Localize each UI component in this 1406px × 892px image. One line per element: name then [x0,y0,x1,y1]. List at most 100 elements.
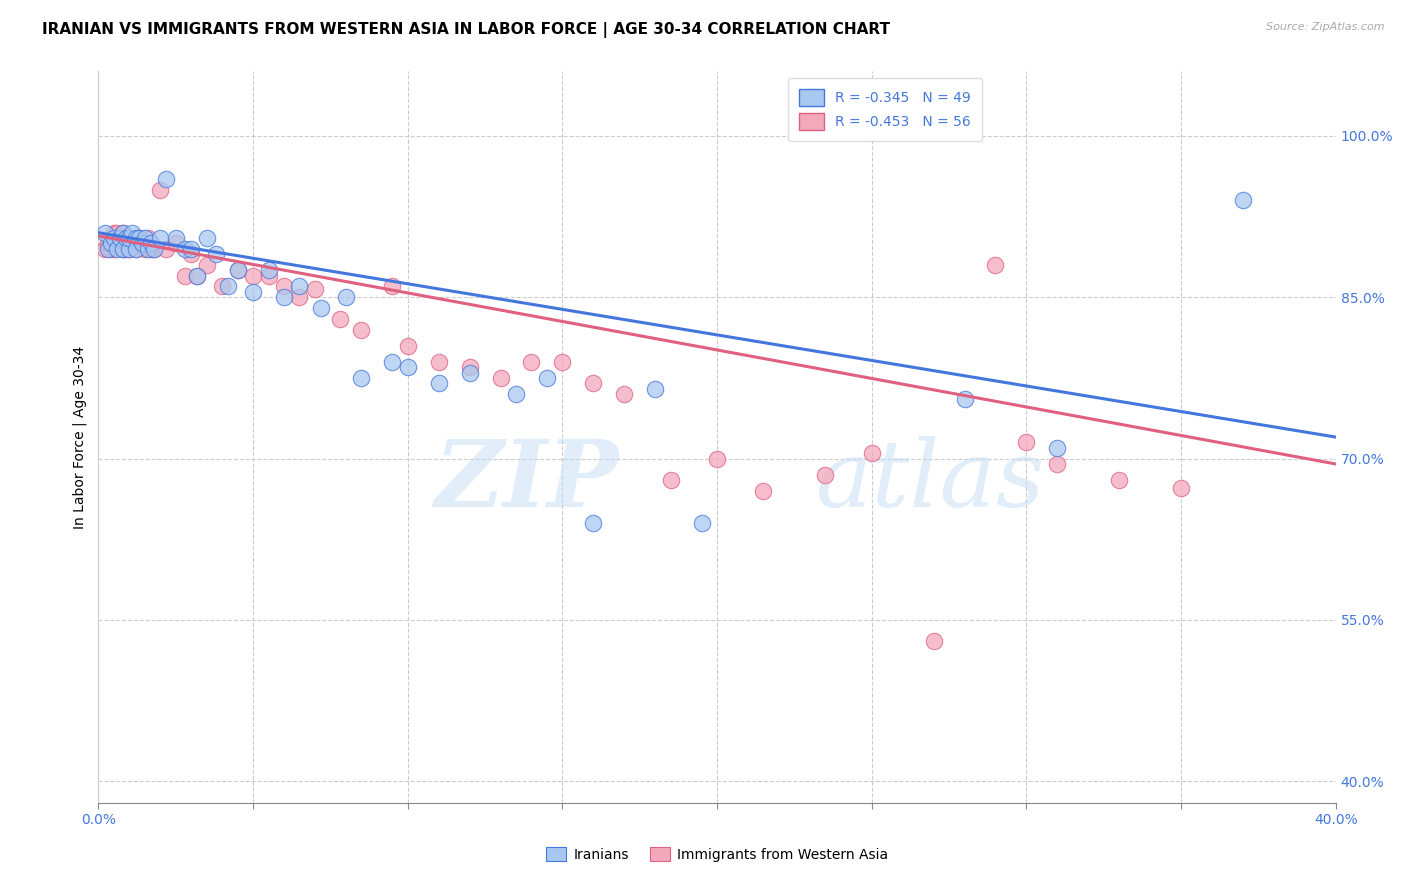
Point [1170,481,1192,495]
Point [124,242,146,256]
Text: ZIP: ZIP [434,436,619,526]
Point [489,371,512,385]
Point [195,231,218,245]
Point [458,366,481,380]
Point [396,360,419,375]
Point [131,236,153,251]
Point [134,242,156,256]
Point [143,242,166,256]
Text: IRANIAN VS IMMIGRANTS FROM WESTERN ASIA IN LABOR FORCE | AGE 30-34 CORRELATION C: IRANIAN VS IMMIGRANTS FROM WESTERN ASIA … [42,22,890,38]
Point [180,242,202,256]
Point [105,242,128,256]
Point [381,279,404,293]
Point [273,279,295,293]
Text: atlas: atlas [815,436,1046,526]
Point [174,242,197,256]
Point [427,376,450,391]
Point [155,172,177,186]
Point [309,301,332,315]
Point [350,371,373,385]
Point [288,290,311,304]
Point [93,242,115,256]
Point [505,387,527,401]
Point [128,231,150,245]
Point [381,355,404,369]
Point [350,322,373,336]
Point [1108,473,1130,487]
Point [112,226,135,240]
Point [103,231,125,245]
Point [124,231,146,245]
Point [186,268,208,283]
Point [458,360,481,375]
Point [304,282,326,296]
Point [217,279,239,293]
Point [136,231,159,245]
Point [97,242,120,256]
Point [97,236,120,251]
Point [121,236,143,251]
Point [100,236,122,251]
Point [93,226,115,240]
Point [124,242,146,256]
Point [644,382,666,396]
Point [131,236,153,251]
Point [108,231,131,245]
Point [112,242,135,256]
Point [329,311,352,326]
Point [134,231,156,245]
Point [551,355,574,369]
Point [242,285,264,299]
Point [706,451,728,466]
Point [112,242,135,256]
Point [226,263,249,277]
Point [128,231,150,245]
Text: Source: ZipAtlas.com: Source: ZipAtlas.com [1267,22,1385,32]
Point [108,231,131,245]
Point [195,258,218,272]
Point [396,339,419,353]
Point [582,516,605,530]
Point [174,268,197,283]
Point [115,231,138,245]
Point [165,231,187,245]
Point [205,247,228,261]
Point [613,387,636,401]
Point [1015,435,1038,450]
Point [659,473,682,487]
Point [536,371,558,385]
Point [273,290,295,304]
Point [149,183,172,197]
Point [752,483,775,498]
Point [165,236,187,251]
Point [335,290,357,304]
Point [139,236,162,251]
Point [118,242,141,256]
Point [180,247,202,261]
Point [860,446,883,460]
Point [136,242,159,256]
Point [257,263,280,277]
Point [226,263,249,277]
Point [690,516,713,530]
Point [953,392,976,407]
Point [139,242,162,256]
Point [288,279,311,293]
Point [155,242,177,256]
Point [1046,441,1069,455]
Point [427,355,450,369]
Point [118,236,141,251]
Legend: Iranians, Immigrants from Western Asia: Iranians, Immigrants from Western Asia [538,840,896,869]
Point [112,226,135,240]
Point [115,242,138,256]
Point [242,268,264,283]
Point [1046,457,1069,471]
Point [143,242,166,256]
Point [121,226,143,240]
Point [814,467,837,482]
Point [922,634,945,648]
Point [211,279,233,293]
Point [257,268,280,283]
Point [105,226,128,240]
Point [103,242,125,256]
